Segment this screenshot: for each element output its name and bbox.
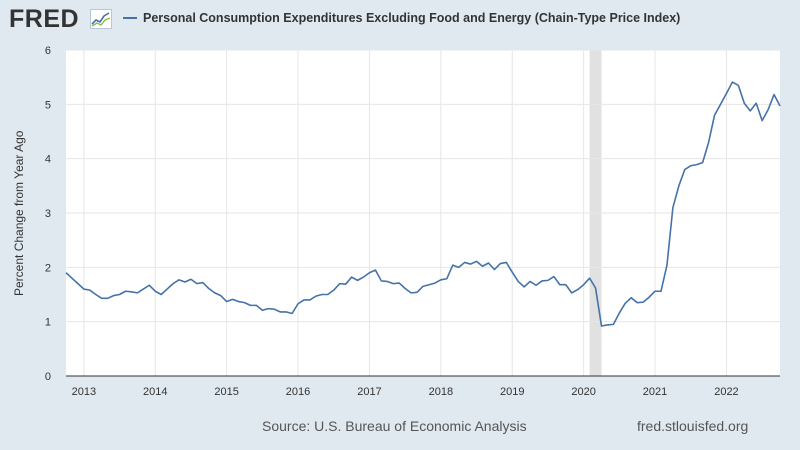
x-tick-label: 2019	[500, 386, 524, 398]
x-tick-label: 2013	[72, 386, 96, 398]
y-tick-label: 3	[45, 208, 51, 220]
x-tick-label: 2020	[571, 386, 595, 398]
source-url[interactable]: fred.stlouisfed.org	[637, 418, 749, 434]
x-tick-label: 2017	[357, 386, 381, 398]
source-note: Source: U.S. Bureau of Economic Analysis	[262, 418, 527, 434]
series-line[interactable]	[65, 81, 781, 327]
y-tick-label: 5	[45, 99, 51, 111]
line-chart-icon	[90, 9, 112, 29]
grid-layer	[66, 49, 780, 376]
legend-label: Personal Consumption Expenditures Exclud…	[143, 11, 681, 25]
fred-logo[interactable]: FRED	[9, 5, 80, 33]
x-tick-label: 2021	[643, 386, 667, 398]
y-axis-label: Percent Change from Year Ago	[12, 130, 26, 296]
x-tick-label: 2016	[286, 386, 310, 398]
legend[interactable]: Personal Consumption Expenditures Exclud…	[123, 11, 680, 25]
y-tick-label: 4	[45, 154, 51, 166]
chart-header: FRED Personal Consumption Expenditures E…	[0, 0, 800, 38]
x-tick-label: 2014	[143, 386, 167, 398]
legend-swatch	[123, 16, 137, 19]
y-tick-layer: 0 1 2 3 4 5 6	[45, 45, 51, 383]
y-tick-label: 2	[45, 262, 51, 274]
x-tick-label: 2022	[714, 386, 738, 398]
y-tick-label: 0	[45, 371, 51, 383]
x-tick-label: 2015	[214, 386, 238, 398]
x-tick-layer: 2013 2014 2015 2016 2017 2018 2019 2020 2021 2022	[72, 386, 739, 398]
y-tick-label: 1	[45, 317, 51, 329]
x-tick-label: 2018	[429, 386, 453, 398]
y-tick-label: 6	[45, 45, 51, 57]
